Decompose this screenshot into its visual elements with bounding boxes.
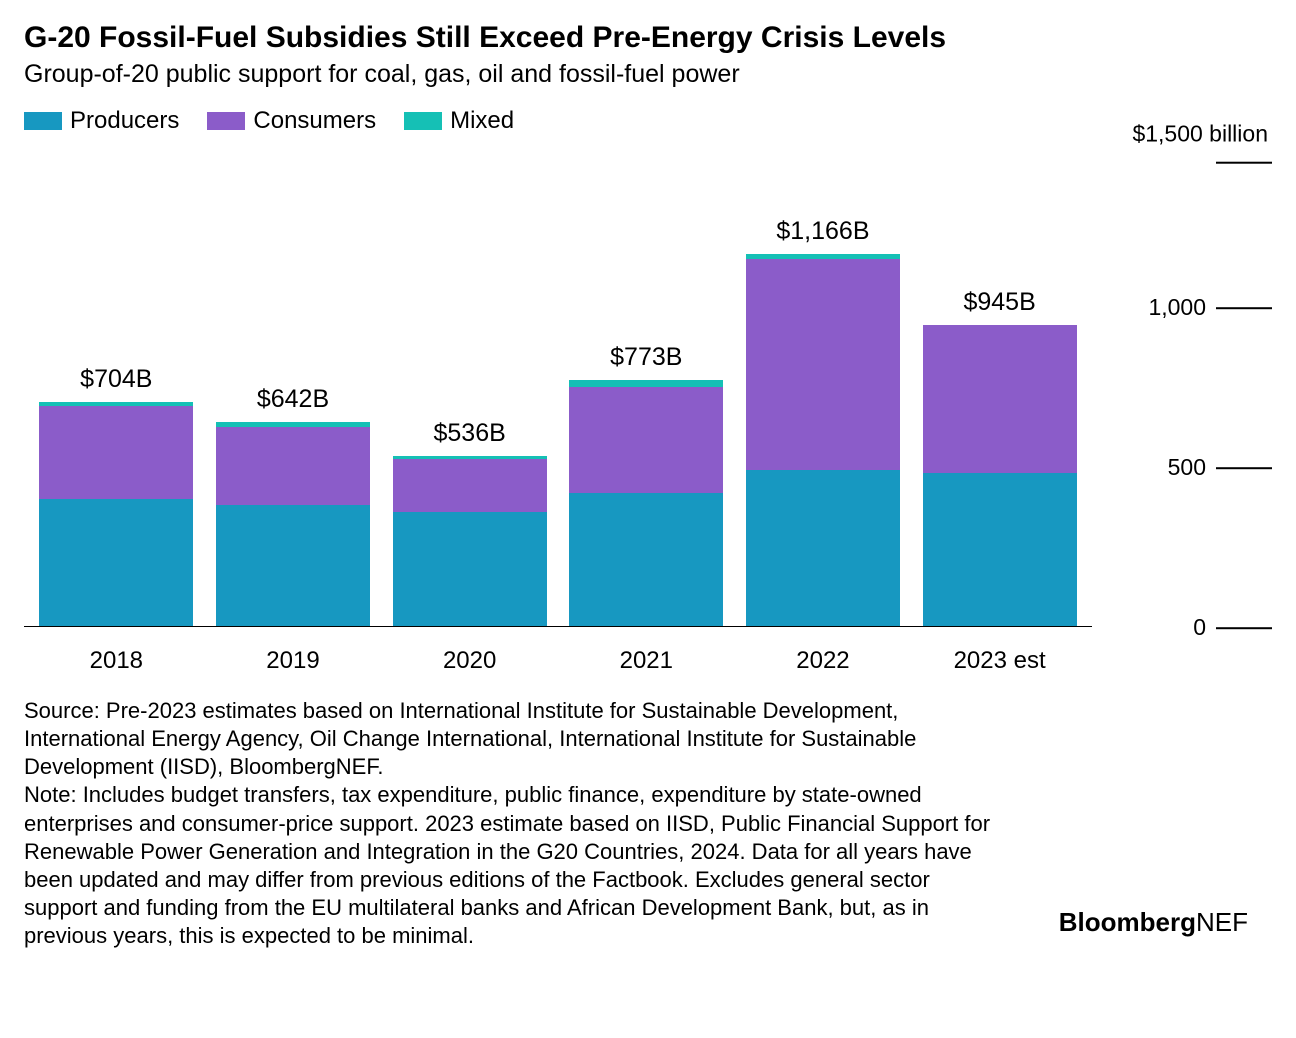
y-tick-line [1216,162,1272,164]
bar-group: $1,166B [743,217,903,627]
bar-group: $945B [920,288,1080,627]
legend: Producers Consumers Mixed [24,107,1272,135]
bar-stack [746,254,900,627]
bar-segment-consumers [923,325,1077,474]
bar-segment-producers [216,505,370,627]
bars: $704B $642B $536B $773B $1,166B $945B [24,147,1092,627]
y-tick: 1,000 [1092,293,1272,321]
y-axis: 05001,000$1,500 billion [1092,147,1272,627]
y-tick-line [1216,307,1272,309]
x-axis-label: 2019 [213,647,373,675]
bar-stack [393,456,547,627]
bar-segment-producers [746,470,900,627]
bar-segment-producers [393,512,547,627]
footer-notes: Source: Pre-2023 estimates based on Inte… [24,697,1004,950]
legend-swatch-producers [24,112,62,130]
brand-logo: BloombergNEF [1059,907,1248,938]
bar-total-label: $642B [257,385,329,414]
y-tick: 500 [1092,453,1272,481]
x-axis-label: 2023 est [920,647,1080,675]
bar-group: $773B [566,343,726,627]
legend-item-producers: Producers [24,107,179,135]
x-axis: 2018 2019 2020 2021 2022 2023 est [24,637,1272,675]
bar-segment-consumers [393,459,547,511]
y-tick: 0 [1092,613,1272,641]
legend-label: Mixed [450,107,514,135]
note-text: Note: Includes budget transfers, tax exp… [24,781,1004,950]
chart-container: G-20 Fossil-Fuel Subsidies Still Exceed … [24,20,1272,960]
x-axis-line [24,626,1092,627]
legend-item-consumers: Consumers [207,107,376,135]
bar-stack [216,422,370,627]
bar-total-label: $773B [610,343,682,372]
x-axis-label: 2021 [566,647,726,675]
x-axis-labels: 2018 2019 2020 2021 2022 2023 est [24,637,1092,675]
legend-label: Producers [70,107,179,135]
legend-swatch-mixed [404,112,442,130]
bar-segment-mixed [569,380,723,387]
bar-segment-producers [923,473,1077,627]
legend-swatch-consumers [207,112,245,130]
y-tick-label: 0 [1193,614,1210,641]
bar-group: $536B [390,419,550,627]
bar-stack [39,402,193,627]
y-tick-label: $1,500 billion [1132,121,1272,148]
bar-group: $642B [213,385,373,627]
bar-segment-producers [39,499,193,627]
bar-segment-consumers [216,427,370,505]
x-axis-label: 2022 [743,647,903,675]
bar-group: $704B [36,365,196,627]
legend-label: Consumers [253,107,376,135]
bar-segment-consumers [39,406,193,499]
chart-subtitle: Group-of-20 public support for coal, gas… [24,60,1272,89]
bar-segment-consumers [569,387,723,493]
chart-plot: $704B$642B$536B$773B$1,166B$945B 05001,0… [24,147,1272,627]
y-tick-label: 1,000 [1148,294,1210,321]
x-axis-label: 2018 [36,647,196,675]
y-tick-line [1216,467,1272,469]
brand-light: NEF [1196,907,1248,937]
y-tick: $1,500 billion [1092,119,1272,174]
bar-stack [923,325,1077,627]
legend-item-mixed: Mixed [404,107,514,135]
bar-segment-consumers [746,259,900,471]
x-axis-label: 2020 [390,647,550,675]
brand-bold: Bloomberg [1059,907,1196,937]
plot-area: $704B $642B $536B $773B $1,166B $945B [24,147,1092,627]
bar-stack [569,380,723,627]
y-tick-label: 500 [1168,454,1210,481]
bar-total-label: $1,166B [776,217,869,246]
chart-title: G-20 Fossil-Fuel Subsidies Still Exceed … [24,20,1272,56]
bar-total-label: $945B [963,288,1035,317]
source-text: Source: Pre-2023 estimates based on Inte… [24,697,1004,781]
bar-total-label: $704B [80,365,152,394]
bar-total-label: $536B [433,419,505,448]
bar-segment-producers [569,493,723,627]
y-tick-line [1216,627,1272,629]
